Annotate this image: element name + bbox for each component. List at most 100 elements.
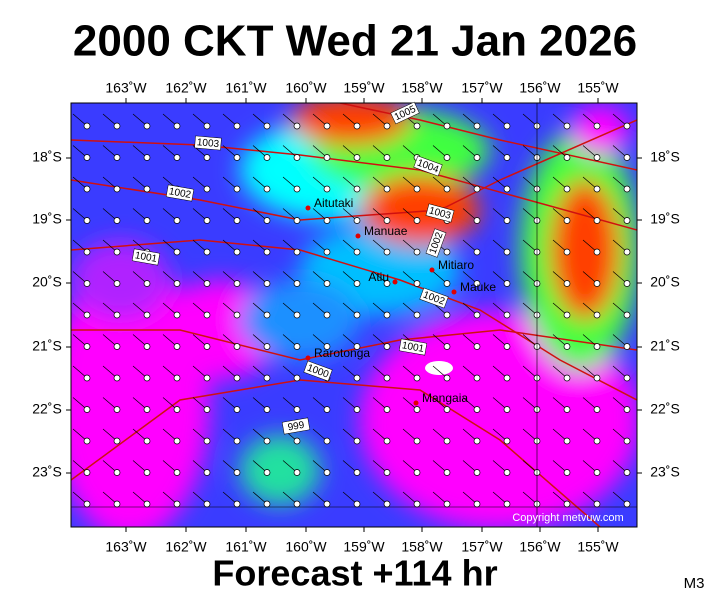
place-name: Rarotonga bbox=[314, 346, 370, 360]
lon-label: 156˚W bbox=[519, 80, 561, 96]
wind-station bbox=[323, 500, 331, 508]
wind-station bbox=[323, 406, 331, 413]
wind-station bbox=[383, 185, 391, 193]
wind-station bbox=[113, 406, 121, 413]
wind-station bbox=[503, 248, 511, 256]
wind-station bbox=[203, 469, 211, 476]
wind-station bbox=[623, 311, 631, 319]
wind-station bbox=[413, 437, 421, 445]
wind-station bbox=[443, 343, 451, 350]
wind-station bbox=[83, 185, 91, 193]
lat-label: 22˚S bbox=[32, 401, 62, 417]
wind-station bbox=[563, 280, 571, 287]
wind-station bbox=[263, 469, 271, 476]
wind-station bbox=[413, 406, 421, 413]
lat-label: 20˚S bbox=[650, 274, 680, 290]
wind-station bbox=[233, 248, 241, 256]
wind-station bbox=[593, 374, 601, 382]
isobar-value: 1001 bbox=[134, 250, 158, 265]
wind-station bbox=[173, 122, 181, 130]
wind-station bbox=[443, 122, 451, 130]
place-dot bbox=[355, 233, 361, 239]
wind-station bbox=[203, 311, 211, 319]
wind-station bbox=[443, 500, 451, 508]
isobar-value: 999 bbox=[287, 420, 306, 434]
wind-station bbox=[503, 280, 511, 287]
corner-label: M3 bbox=[684, 575, 705, 592]
place-name: Mauke bbox=[460, 280, 496, 294]
wind-station bbox=[503, 437, 511, 445]
wind-station bbox=[413, 185, 421, 193]
wind-station bbox=[173, 154, 181, 161]
wind-station bbox=[593, 500, 601, 508]
wind-station bbox=[503, 185, 511, 193]
wind-station bbox=[203, 406, 211, 413]
wind-station bbox=[143, 406, 151, 413]
wind-station bbox=[173, 280, 181, 287]
wind-station bbox=[323, 437, 331, 445]
lon-label: 158˚W bbox=[401, 539, 443, 555]
wind-station bbox=[173, 469, 181, 476]
wind-station bbox=[353, 500, 361, 508]
wind-station bbox=[593, 437, 601, 445]
wind-station bbox=[593, 185, 601, 193]
wind-station bbox=[413, 280, 421, 287]
wind-station bbox=[413, 469, 421, 476]
wind-station bbox=[293, 469, 301, 476]
wind-station bbox=[473, 500, 481, 508]
lon-label: 162˚W bbox=[165, 80, 207, 96]
wind-station bbox=[143, 185, 151, 193]
place-dot bbox=[305, 355, 311, 361]
place-name: Atiu bbox=[368, 270, 389, 284]
wind-station bbox=[353, 122, 361, 130]
place-dot bbox=[451, 289, 457, 295]
isobar-label: 1001 bbox=[131, 248, 161, 266]
wind-station bbox=[143, 374, 151, 382]
wind-station bbox=[623, 154, 631, 161]
wind-station bbox=[293, 122, 301, 130]
wind-station bbox=[143, 122, 151, 130]
wind-station bbox=[443, 311, 451, 319]
wind-station bbox=[233, 185, 241, 193]
wind-station bbox=[173, 217, 181, 224]
wind-station bbox=[233, 154, 241, 161]
wind-station bbox=[143, 437, 151, 445]
wind-station bbox=[293, 154, 301, 161]
wind-station bbox=[623, 374, 631, 382]
wind-station bbox=[503, 343, 511, 350]
wind-station bbox=[563, 343, 571, 350]
isobar-label-box bbox=[281, 417, 311, 435]
wind-station bbox=[113, 343, 121, 350]
lat-label: 21˚S bbox=[32, 338, 62, 354]
wind-station bbox=[323, 154, 331, 161]
lon-label: 160˚W bbox=[285, 539, 327, 555]
isobar-label-box bbox=[413, 155, 443, 177]
lon-label: 161˚W bbox=[225, 539, 267, 555]
wind-station bbox=[383, 154, 391, 161]
wind-station bbox=[593, 122, 601, 130]
isobar-label: 1002 bbox=[165, 184, 195, 202]
wind-station bbox=[353, 343, 361, 350]
isobar-label-box bbox=[131, 248, 161, 266]
wind-station bbox=[563, 154, 571, 161]
lon-label: 160˚W bbox=[285, 80, 327, 96]
wind-station bbox=[443, 280, 451, 287]
wind-station bbox=[113, 500, 121, 508]
wind-station bbox=[173, 248, 181, 256]
wind-station bbox=[173, 311, 181, 319]
wind-station bbox=[383, 311, 391, 319]
wind-station bbox=[203, 500, 211, 508]
wind-station bbox=[563, 311, 571, 319]
wind-station bbox=[143, 154, 151, 161]
wind-station bbox=[353, 217, 361, 224]
wind-station bbox=[323, 122, 331, 130]
wind-station bbox=[413, 248, 421, 256]
wind-station bbox=[353, 374, 361, 382]
wind-station bbox=[443, 248, 451, 256]
wind-station bbox=[203, 343, 211, 350]
lon-label: 161˚W bbox=[225, 80, 267, 96]
wind-station bbox=[293, 280, 301, 287]
wind-station bbox=[173, 406, 181, 413]
place-dot bbox=[305, 205, 311, 211]
wind-station bbox=[83, 500, 91, 508]
